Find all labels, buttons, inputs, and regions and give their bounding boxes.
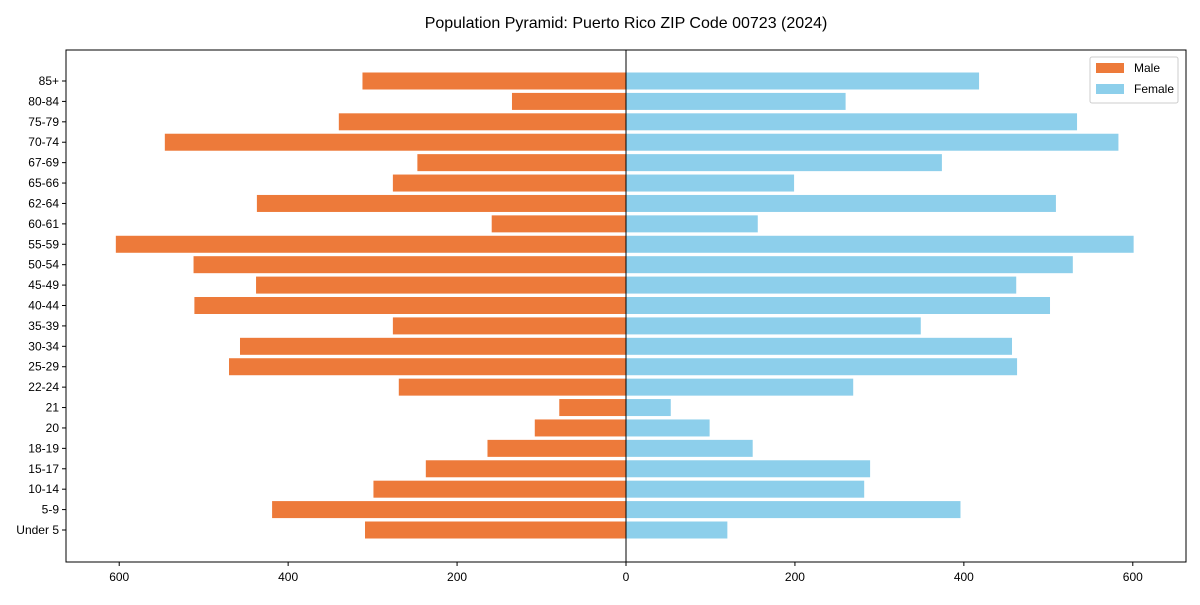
bar-male-18-19 (487, 439, 626, 457)
bar-female-35-39 (626, 317, 921, 335)
bar-male-35-39 (392, 317, 626, 335)
x-tick-label: 600 (109, 570, 129, 584)
bar-male-30-34 (239, 337, 626, 355)
bar-male-25-29 (229, 358, 626, 376)
bar-female-85+ (626, 72, 980, 90)
bar-female-30-34 (626, 337, 1013, 355)
bar-male-21 (559, 399, 626, 417)
y-tick-label: 55-59 (28, 237, 59, 251)
y-tick-label: 21 (46, 401, 60, 415)
bar-female-5-9 (626, 501, 961, 519)
y-tick-label: 75-79 (28, 115, 59, 129)
y-tick-label: 15-17 (28, 462, 59, 476)
bar-male-60-61 (491, 215, 626, 233)
y-tick-label: 62-64 (28, 196, 59, 210)
bar-male-67-69 (417, 154, 626, 172)
bar-female-45-49 (626, 276, 1017, 294)
y-tick-label: 10-14 (28, 482, 59, 496)
bar-male-45-49 (256, 276, 626, 294)
y-tick-label: 65-66 (28, 176, 59, 190)
bar-male-5-9 (272, 501, 626, 519)
bar-male-70-74 (164, 133, 626, 151)
bar-female-Under 5 (626, 521, 728, 539)
x-tick-label: 200 (447, 570, 467, 584)
bar-female-50-54 (626, 256, 1073, 274)
y-tick-label: Under 5 (16, 523, 59, 537)
bar-female-55-59 (626, 235, 1134, 253)
y-tick-label: 22-24 (28, 380, 59, 394)
bar-female-60-61 (626, 215, 758, 233)
legend: Male Female (1089, 56, 1179, 104)
chart-title: Population Pyramid: Puerto Rico ZIP Code… (425, 15, 828, 32)
y-tick-label: 5-9 (42, 503, 60, 517)
y-tick-label: 25-29 (28, 360, 59, 374)
bar-male-62-64 (256, 194, 626, 212)
bar-male-10-14 (373, 480, 626, 498)
y-tick-label: 40-44 (28, 299, 59, 313)
y-tick-label: 60-61 (28, 217, 59, 231)
legend-label-female: Female (1134, 82, 1174, 96)
bar-female-20 (626, 419, 710, 437)
bar-female-70-74 (626, 133, 1119, 151)
x-tick-label: 600 (1123, 570, 1143, 584)
bar-female-15-17 (626, 460, 871, 478)
bar-male-50-54 (193, 256, 626, 274)
bar-male-75-79 (338, 113, 626, 131)
bar-female-18-19 (626, 439, 753, 457)
y-tick-label: 20 (46, 421, 60, 435)
bar-male-80-84 (511, 92, 626, 110)
x-tick-label: 200 (785, 570, 805, 584)
bar-female-75-79 (626, 113, 1078, 131)
y-tick-label: 30-34 (28, 339, 59, 353)
bar-female-21 (626, 399, 671, 417)
y-tick-label: 80-84 (28, 94, 59, 108)
bar-female-25-29 (626, 358, 1018, 376)
bar-female-10-14 (626, 480, 865, 498)
bar-female-80-84 (626, 92, 846, 110)
y-tick-label: 18-19 (28, 441, 59, 455)
legend-label-male: Male (1134, 61, 1160, 75)
bar-male-55-59 (115, 235, 626, 253)
bar-male-15-17 (425, 460, 626, 478)
bar-female-40-44 (626, 297, 1051, 314)
y-tick-label: 70-74 (28, 135, 59, 149)
y-tick-label: 67-69 (28, 156, 59, 170)
x-tick-label: 400 (278, 570, 298, 584)
bar-male-65-66 (392, 174, 626, 192)
bar-male-40-44 (194, 297, 627, 314)
bar-male-Under 5 (365, 521, 626, 539)
legend-swatch-female (1096, 84, 1124, 94)
y-tick-label: 35-39 (28, 319, 59, 333)
bar-male-22-24 (398, 378, 626, 396)
bar-male-20 (534, 419, 626, 437)
y-tick-label: 50-54 (28, 258, 59, 272)
bar-female-22-24 (626, 378, 854, 396)
x-tick-label: 0 (623, 570, 630, 584)
bar-male-85+ (362, 72, 626, 90)
legend-swatch-male (1096, 63, 1124, 73)
bar-female-62-64 (626, 194, 1056, 212)
y-tick-label: 85+ (39, 74, 59, 88)
bar-female-65-66 (626, 174, 795, 192)
x-tick-label: 400 (954, 570, 974, 584)
bar-female-67-69 (626, 154, 942, 172)
y-tick-label: 45-49 (28, 278, 59, 292)
